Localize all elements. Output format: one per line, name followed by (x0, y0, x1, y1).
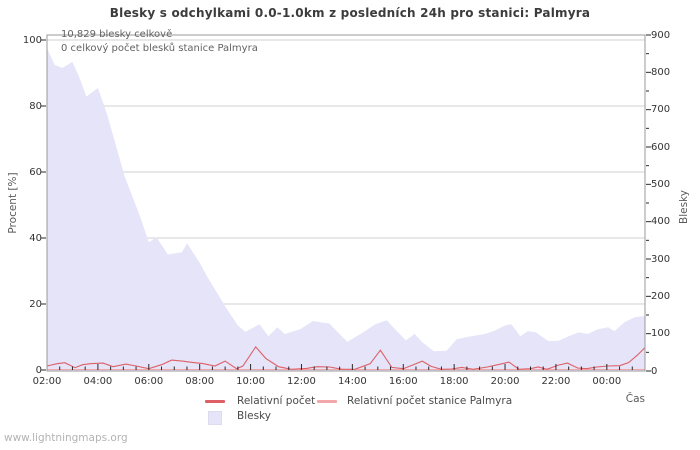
y-left-tick-label: 0 (35, 364, 42, 376)
y-left-tick-label: 60 (29, 166, 42, 178)
y-left-tick-label: 100 (22, 34, 42, 46)
station-total-annotation: 0 celkový počet blesků stanice Palmyra (61, 43, 258, 54)
x-tick-label: 16:00 (388, 376, 418, 387)
watermark: www.lightningmaps.org (4, 432, 128, 444)
legend-swatch-main-line (205, 400, 225, 403)
x-tick-label: 08:00 (185, 376, 215, 387)
y-right-tick-label: 400 (651, 216, 671, 228)
x-tick-label: 22:00 (541, 376, 571, 387)
y-right-tick-label: 800 (651, 66, 671, 78)
x-tick-label: 20:00 (490, 376, 520, 387)
line-series-relative-count (46, 345, 646, 370)
x-tick-label: 10:00 (236, 376, 265, 387)
x-tick-label: 04:00 (83, 376, 113, 387)
x-tick-label: 02:00 (32, 376, 62, 387)
y-left-tick-label: 40 (29, 232, 42, 244)
y-right-tick-label: 700 (651, 104, 671, 116)
legend-swatch-station-line (317, 400, 337, 403)
plot-border (46, 34, 646, 372)
y-right-tick-label: 100 (651, 328, 671, 340)
x-tick-label: 14:00 (337, 376, 367, 387)
x-tick-label: 00:00 (592, 376, 622, 387)
y-left-tick-label: 80 (29, 100, 42, 112)
x-axis-label: Čas (625, 393, 645, 405)
y-left-tick-label: 20 (29, 298, 42, 310)
x-tick-label: 06:00 (134, 376, 164, 387)
total-lightning-annotation: 10,829 blesky celkově (61, 29, 173, 40)
legend-label-main: Relativní počet (237, 395, 316, 407)
x-tick-label: 18:00 (439, 376, 469, 387)
y-right-tick-label: 300 (651, 253, 671, 265)
chart-title: Blesky s odchylkami 0.0-1.0km z poslední… (109, 6, 591, 20)
legend-label-area: Blesky (237, 410, 271, 422)
area-series-blesky (47, 48, 645, 371)
x-tick-label: 12:00 (287, 376, 316, 387)
legend-swatch-area-box (208, 411, 222, 425)
y-axis-label-left: Procent [%] (7, 172, 19, 234)
y-right-tick-label: 900 (651, 29, 671, 41)
legend-label-station: Relativní počet stanice Palmyra (347, 395, 513, 407)
y-right-tick-label: 200 (651, 290, 671, 302)
y-right-tick-label: 0 (651, 365, 658, 377)
y-right-tick-label: 600 (651, 141, 671, 153)
y-right-tick-label: 500 (651, 178, 671, 190)
